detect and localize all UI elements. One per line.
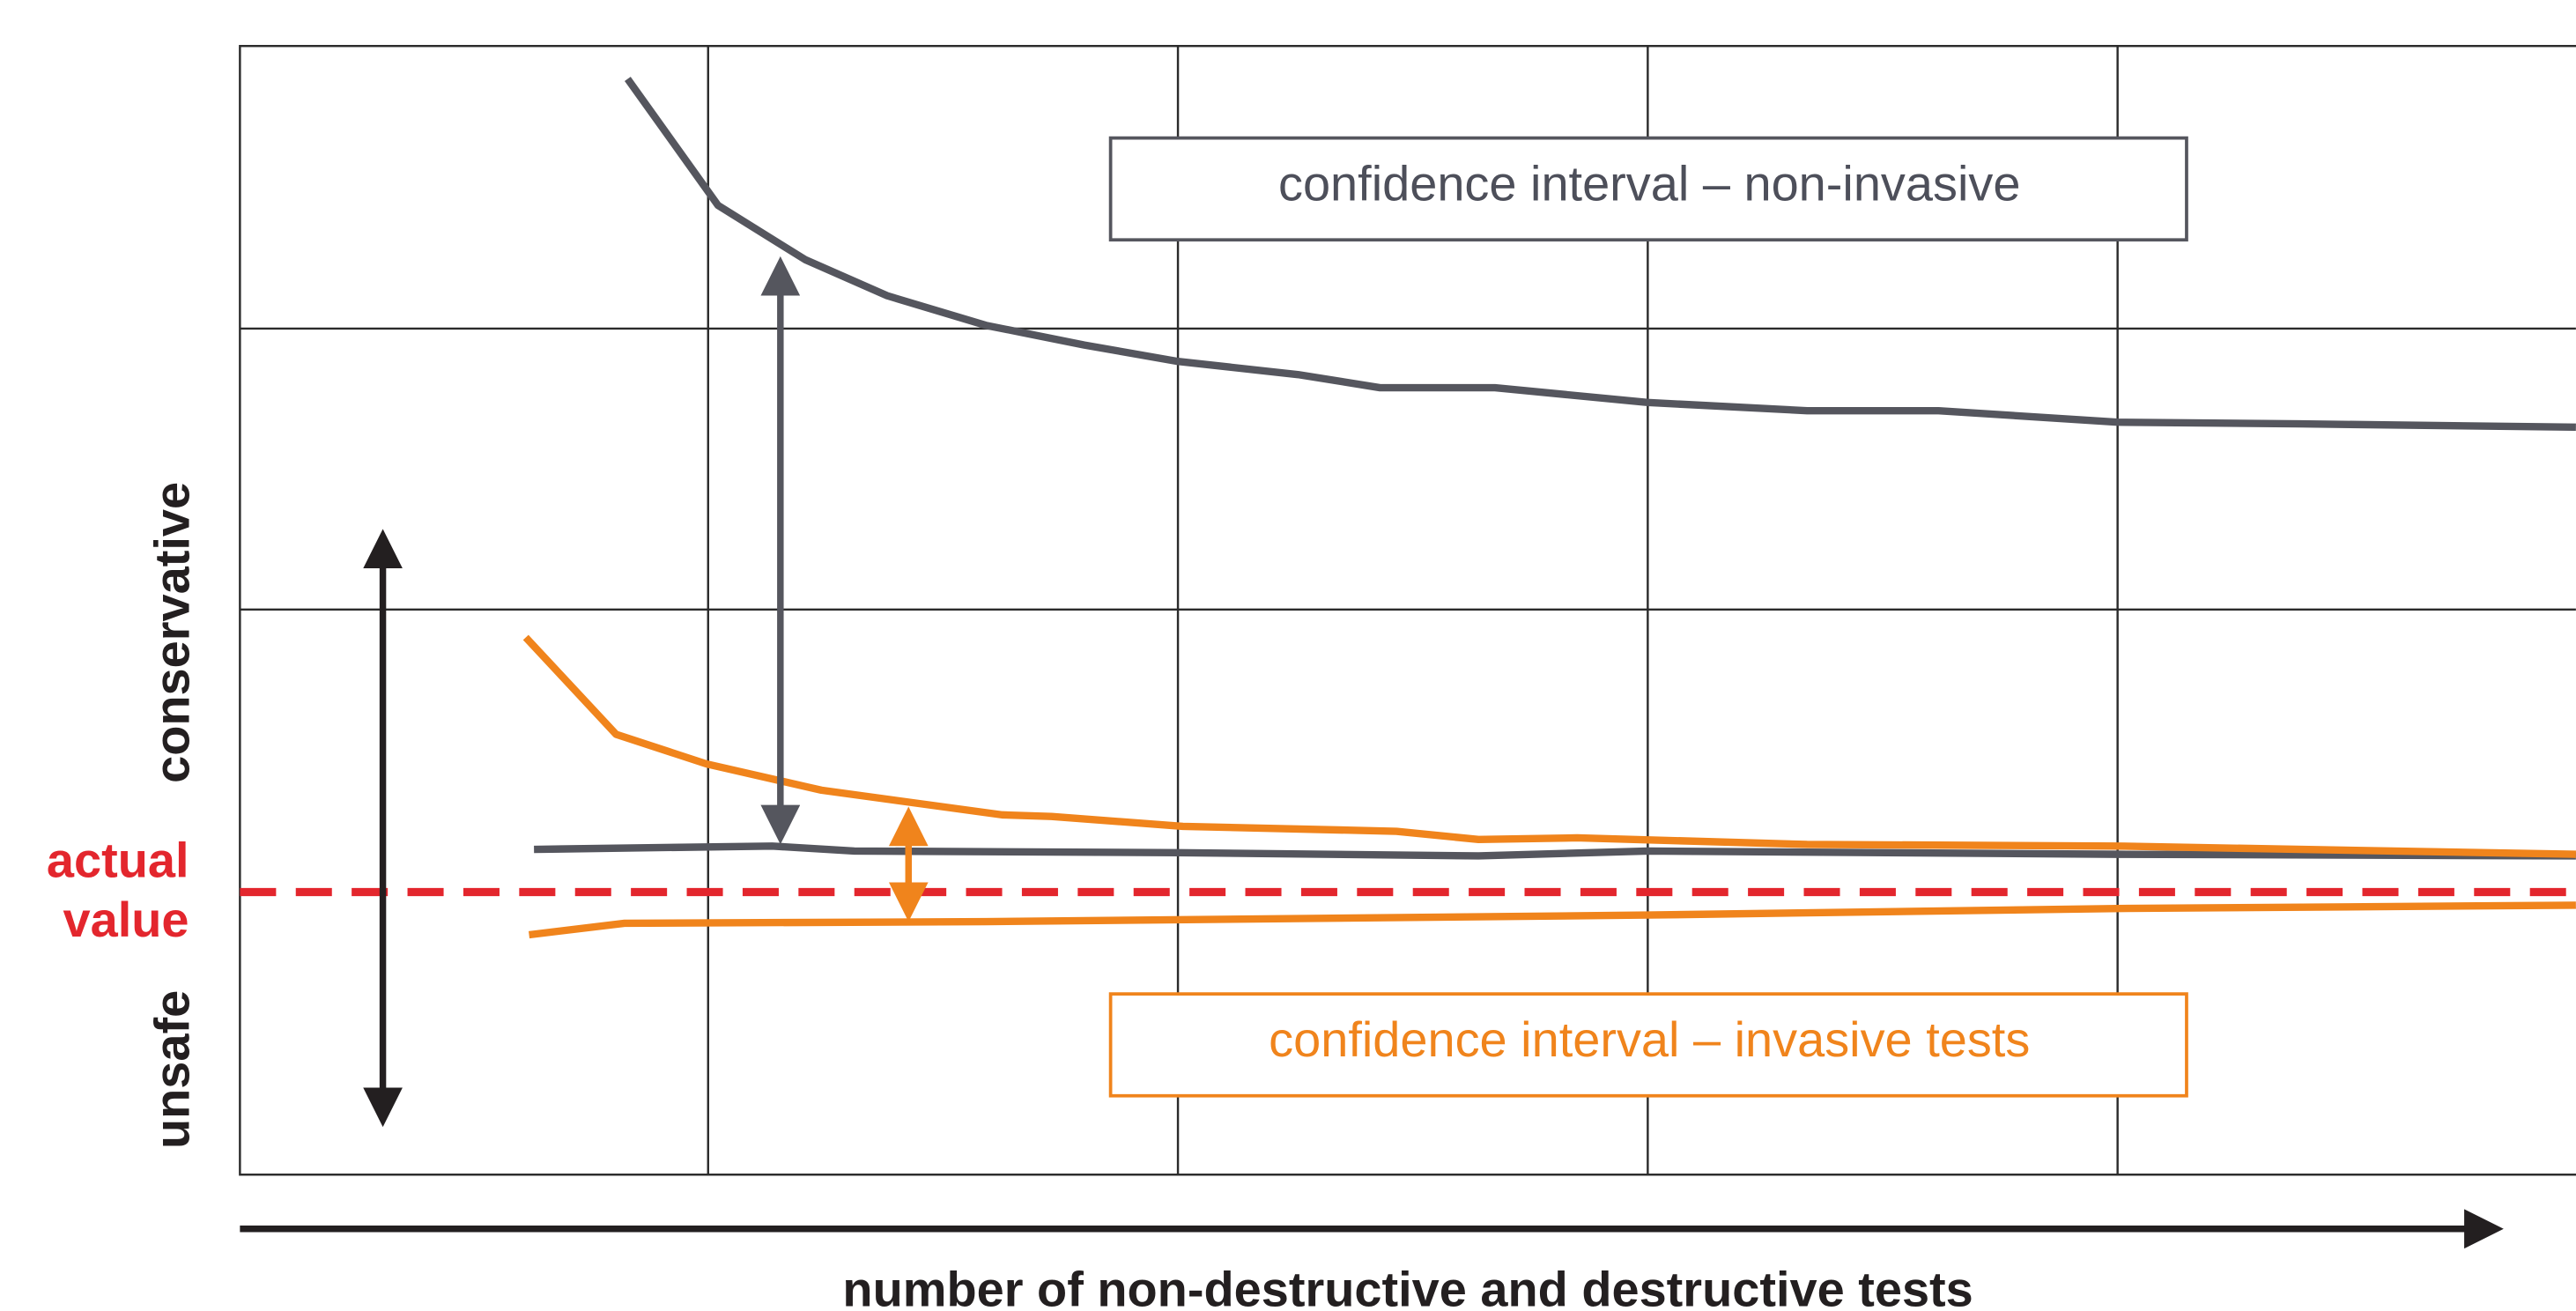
invasive-upper xyxy=(522,634,2576,858)
y-label: unsafe xyxy=(144,990,200,1149)
legend-text: confidence interval – non-invasive xyxy=(1278,155,2020,211)
actual-label: actual xyxy=(47,833,189,888)
actual-label: value xyxy=(63,892,189,947)
y-label: conservative xyxy=(144,482,200,783)
legend-box xyxy=(1108,992,2188,1098)
non-invasive-upper xyxy=(624,77,2576,432)
invasive-lower xyxy=(529,901,2576,939)
non-invasive-lower xyxy=(534,842,2576,860)
legend-box xyxy=(1108,136,2188,242)
x-axis-label: number of non-destructive and destructiv… xyxy=(842,1261,1973,1311)
legend-text: confidence interval – invasive tests xyxy=(1269,1011,2030,1067)
